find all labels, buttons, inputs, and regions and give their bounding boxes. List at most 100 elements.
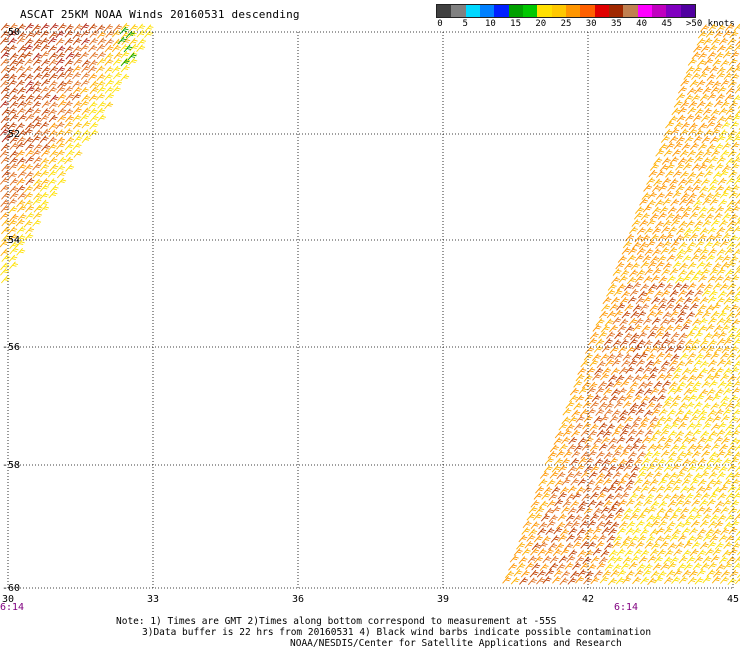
wind-barb xyxy=(680,507,690,515)
wind-barb xyxy=(687,149,696,158)
wind-barb xyxy=(714,541,724,550)
wind-barb xyxy=(556,471,566,480)
wind-barb xyxy=(729,255,739,264)
wind-barb xyxy=(734,290,740,299)
wind-barb xyxy=(89,80,99,89)
wind-barb xyxy=(32,170,42,179)
wind-barb xyxy=(661,289,671,297)
wind-barb xyxy=(32,58,42,66)
wind-barb xyxy=(612,339,622,347)
map-title: ASCAT 25KM NOAA Winds 20160531 descendin… xyxy=(20,8,300,21)
wind-barb xyxy=(714,367,724,375)
wind-barb xyxy=(24,73,34,82)
wind-barb xyxy=(600,549,610,558)
wind-barb xyxy=(589,513,599,521)
wind-barb xyxy=(88,73,98,81)
wind-barb xyxy=(686,535,696,543)
wind-barb xyxy=(535,506,545,515)
wind-barb xyxy=(564,562,574,570)
wind-barb xyxy=(730,141,740,150)
wind-barb xyxy=(704,394,714,403)
wind-barb xyxy=(588,381,598,390)
wind-barb xyxy=(112,38,122,47)
wind-barb xyxy=(640,395,650,403)
wind-barb xyxy=(706,206,716,214)
wind-barb xyxy=(691,51,701,60)
wind-barb xyxy=(669,401,679,409)
wind-barb xyxy=(667,499,677,508)
wind-barb xyxy=(730,437,740,446)
wind-barb xyxy=(618,366,628,375)
wind-barb xyxy=(706,569,716,577)
wind-barb xyxy=(711,331,721,340)
wind-barb xyxy=(696,261,706,269)
wind-barb xyxy=(667,206,677,214)
wind-barb xyxy=(16,204,26,213)
wind-barb xyxy=(49,149,59,158)
wind-barb xyxy=(691,498,701,507)
wind-barb xyxy=(702,352,712,360)
wind-barb xyxy=(672,149,682,157)
wind-barb xyxy=(625,366,635,374)
wind-barb xyxy=(596,360,606,369)
wind-barb xyxy=(643,521,653,530)
wind-barb xyxy=(614,352,624,361)
legend-label: 5 xyxy=(462,19,468,29)
wind-barb xyxy=(688,569,698,578)
wind-barb xyxy=(8,162,18,171)
wind-barb xyxy=(726,199,736,208)
wind-barb xyxy=(39,135,49,143)
wind-barb xyxy=(705,323,715,332)
wind-barb xyxy=(622,353,632,361)
wind-barb xyxy=(583,576,593,585)
wind-barb xyxy=(79,51,89,60)
wind-barb xyxy=(623,393,633,402)
wind-barb xyxy=(706,143,716,152)
wind-barb xyxy=(105,38,115,46)
wind-barb xyxy=(619,449,629,458)
wind-barb xyxy=(584,570,594,579)
wind-barb xyxy=(692,562,702,571)
wind-barb xyxy=(24,192,33,200)
wind-barb xyxy=(587,449,597,458)
wind-barb xyxy=(72,86,82,94)
wind-barb xyxy=(680,304,690,312)
wind-barb xyxy=(47,178,57,186)
wind-barb xyxy=(586,366,596,375)
wind-barb xyxy=(625,457,635,466)
wind-barb xyxy=(703,37,713,46)
wind-barb xyxy=(649,213,659,221)
wind-barb xyxy=(729,394,739,403)
wind-barb xyxy=(635,366,645,374)
wind-barb xyxy=(628,561,638,570)
wind-barb xyxy=(730,499,740,508)
wind-barb xyxy=(723,367,732,376)
wind-barb xyxy=(17,129,27,138)
legend-swatch xyxy=(580,5,595,17)
wind-barb xyxy=(732,562,740,571)
legend-swatch xyxy=(666,5,681,17)
wind-barb xyxy=(666,317,676,325)
wind-barb xyxy=(583,506,593,515)
wind-barb xyxy=(697,457,707,466)
wind-barb xyxy=(725,226,735,234)
legend-color-bar xyxy=(436,4,696,18)
wind-barb xyxy=(0,177,9,185)
wind-barb xyxy=(683,205,693,214)
wind-barb xyxy=(595,386,605,395)
wind-barb xyxy=(688,122,698,131)
wind-barb xyxy=(711,37,721,46)
wind-barb xyxy=(654,199,664,207)
wind-barb xyxy=(0,65,10,74)
wind-barb xyxy=(545,568,555,577)
wind-barb xyxy=(32,197,42,206)
wind-barb xyxy=(17,163,27,171)
wind-barb xyxy=(685,177,694,186)
wind-barb xyxy=(32,100,42,109)
wind-barb xyxy=(674,316,684,325)
wind-barb xyxy=(674,234,684,242)
wind-barb xyxy=(104,23,114,32)
wind-barb xyxy=(683,296,693,305)
wind-barb xyxy=(664,437,674,445)
wind-barb xyxy=(675,430,685,439)
